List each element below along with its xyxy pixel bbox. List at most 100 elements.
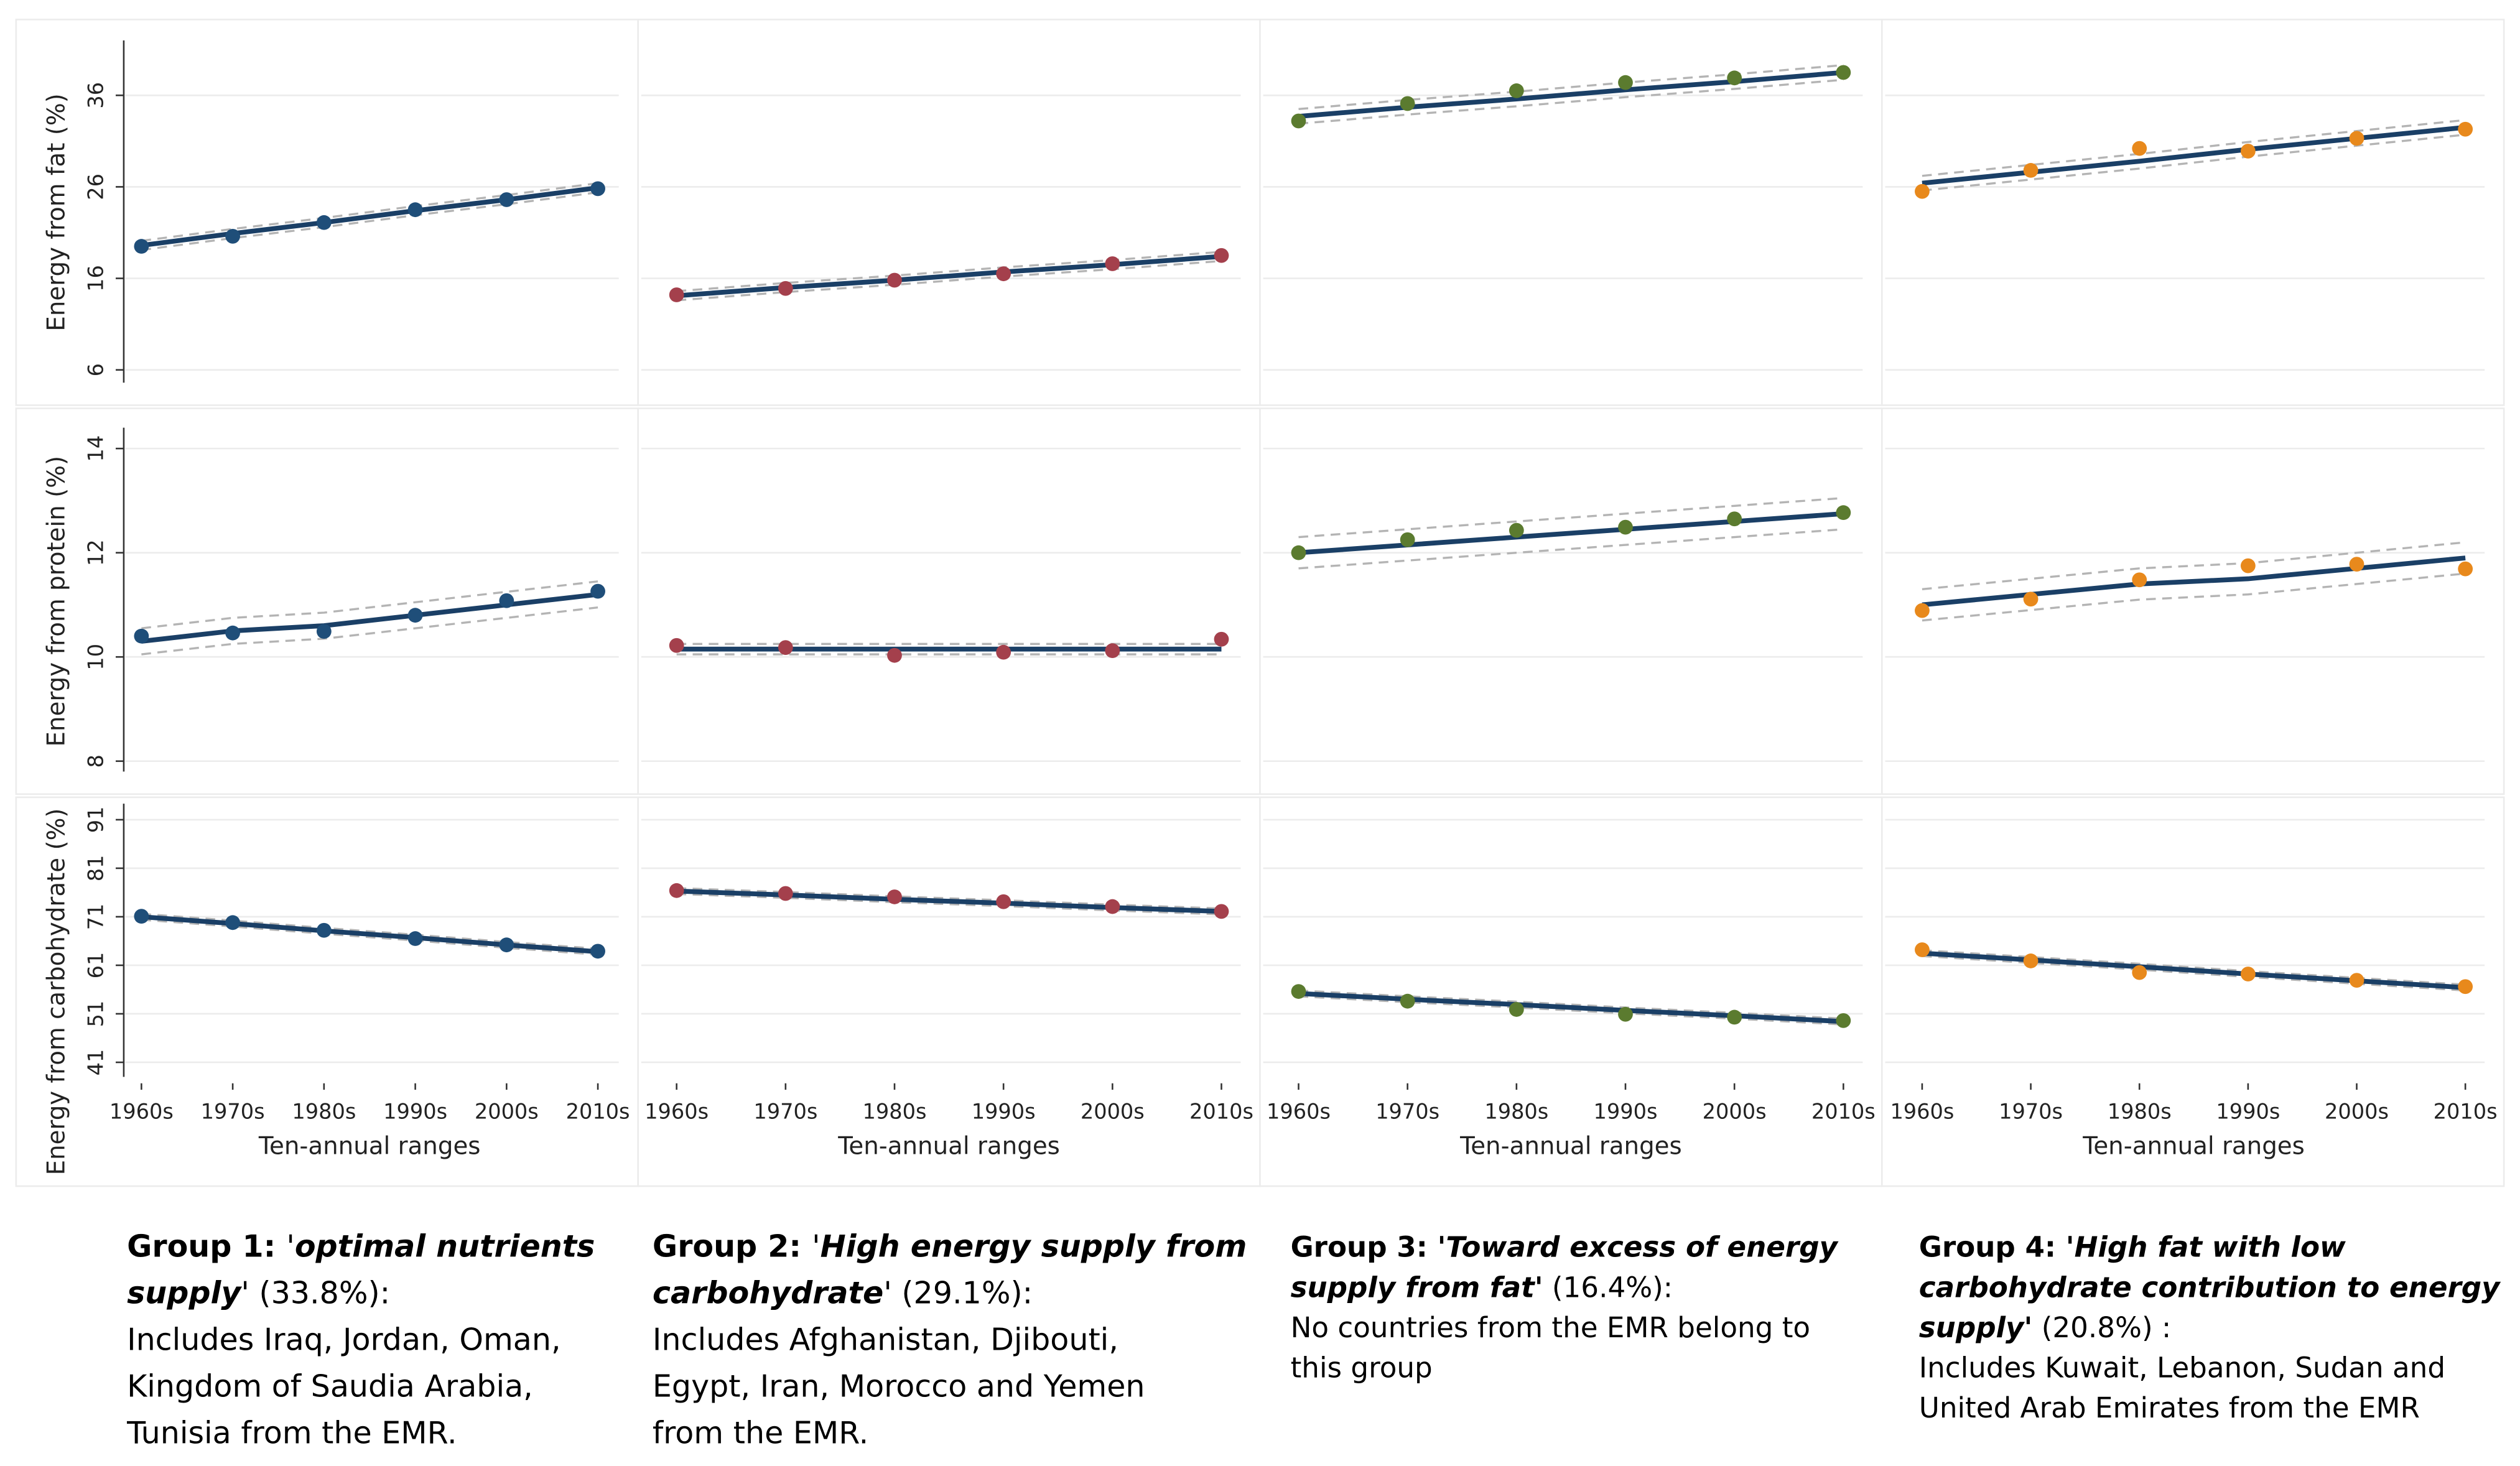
data-point	[2023, 953, 2039, 968]
caption-text: carbohydrate	[653, 1275, 883, 1311]
fit-line	[1298, 511, 1844, 555]
x-tick-label: 2010s	[566, 1100, 630, 1124]
ci-line	[676, 887, 1222, 910]
ci-line	[141, 606, 598, 656]
data-point	[1400, 993, 1415, 1009]
data-point	[996, 266, 1011, 282]
data-point	[887, 647, 902, 663]
ci-line	[676, 251, 1222, 292]
data-point	[590, 181, 605, 197]
caption-text: Egypt, Iran, Morocco and Yemen	[653, 1368, 1145, 1404]
data-point	[2458, 979, 2473, 995]
y-tick-label: 10	[83, 644, 108, 670]
caption-text: Includes Iraq, Jordan, Oman,	[127, 1322, 560, 1358]
data-point	[2458, 121, 2473, 137]
caption-line: carbohydrate' (29.1%):	[653, 1275, 1033, 1311]
caption-text: Includes Afghanistan, Djibouti,	[653, 1322, 1118, 1358]
caption-text: supply	[127, 1275, 242, 1311]
ci-line	[1298, 64, 1844, 111]
x-tick-label: 1980s	[292, 1100, 356, 1124]
data-point	[1915, 603, 1930, 618]
data-point	[1727, 1009, 1742, 1025]
data-point	[2349, 973, 2364, 988]
data-point	[1727, 511, 1742, 527]
x-axis-label: Ten-annual ranges	[2082, 1132, 2305, 1160]
y-tick-label: 61	[83, 952, 108, 979]
x-tick-label: 1980s	[863, 1100, 927, 1124]
y-tick-label: 36	[83, 82, 108, 109]
data-point	[2132, 141, 2147, 156]
data-point	[1836, 65, 1851, 80]
caption-text: Group 2:	[653, 1228, 812, 1264]
x-tick-label: 1990s	[972, 1100, 1036, 1124]
data-point	[499, 192, 514, 207]
data-point	[590, 944, 605, 959]
data-point	[225, 915, 240, 930]
x-tick-label: 1980s	[1484, 1100, 1548, 1124]
data-point	[1618, 1006, 1633, 1022]
x-tick-label: 1990s	[383, 1100, 447, 1124]
y-tick-label: 16	[83, 265, 108, 292]
fit-line	[1298, 991, 1844, 1024]
data-point	[2349, 131, 2364, 146]
data-point	[778, 640, 793, 656]
data-point	[2023, 592, 2039, 607]
x-tick-label: 1990s	[2216, 1100, 2280, 1124]
caption-line: supply from fat' (16.4%):	[1291, 1271, 1673, 1304]
data-point	[778, 281, 793, 296]
caption-line: Group 1: 'optimal nutrients	[127, 1228, 595, 1264]
data-point	[1727, 70, 1742, 86]
data-point	[996, 644, 1011, 660]
data-point	[778, 886, 793, 901]
data-point	[2240, 558, 2256, 573]
data-point	[669, 287, 684, 302]
caption-line: Includes Afghanistan, Djibouti,	[653, 1322, 1118, 1358]
data-point	[499, 937, 514, 953]
panel	[1881, 407, 2505, 795]
caption-text: ' (29.1%):	[883, 1275, 1033, 1311]
data-point	[1509, 1002, 1524, 1017]
data-point	[1509, 83, 1524, 98]
y-tick-label: 81	[83, 855, 108, 882]
data-point	[2240, 144, 2256, 159]
caption-text: Includes Kuwait, Lebanon, Sudan and	[1919, 1352, 2445, 1385]
data-point	[407, 202, 423, 218]
caption-line: Group 3: 'Toward excess of energy	[1291, 1231, 1839, 1264]
data-point	[407, 608, 423, 623]
data-point	[316, 624, 332, 639]
panel	[15, 796, 639, 1187]
x-tick-label: 2000s	[1081, 1100, 1145, 1124]
x-tick-label: 2010s	[1189, 1100, 1253, 1124]
x-tick-label: 2010s	[2434, 1100, 2498, 1124]
caption-line: Includes Kuwait, Lebanon, Sudan and	[1919, 1352, 2445, 1385]
data-point	[2132, 965, 2147, 980]
y-tick-label: 41	[83, 1049, 108, 1076]
caption-line: Group 4: 'High fat with low	[1919, 1231, 2346, 1264]
caption-text: (16.4%):	[1543, 1271, 1673, 1304]
x-axis-label: Ten-annual ranges	[837, 1132, 1060, 1160]
caption-line: United Arab Emirates from the EMR	[1919, 1391, 2420, 1424]
x-tick-label: 1970s	[753, 1100, 817, 1124]
fit-line	[1922, 555, 2466, 608]
fit-line	[676, 254, 1222, 299]
data-point	[1214, 904, 1229, 919]
x-tick-label: 1980s	[2108, 1100, 2172, 1124]
ci-line	[1922, 133, 2466, 192]
y-tick-label: 91	[83, 807, 108, 833]
ci-line	[1922, 955, 2466, 992]
caption-line: Egypt, Iran, Morocco and Yemen	[653, 1368, 1145, 1404]
data-point	[1618, 519, 1633, 535]
data-point	[996, 894, 1011, 909]
data-point	[1105, 256, 1120, 271]
panel	[15, 19, 639, 406]
ci-line	[1298, 497, 1844, 539]
y-tick-label: 26	[83, 174, 108, 200]
data-point	[1836, 505, 1851, 521]
ci-line	[1922, 949, 2466, 986]
caption-text: Group 4: '	[1919, 1231, 2075, 1264]
y-tick-label: 51	[83, 1001, 108, 1028]
x-tick-label: 1970s	[1375, 1100, 1439, 1124]
caption-text: (20.8%) :	[2032, 1311, 2171, 1344]
x-tick-label: 2010s	[1811, 1100, 1876, 1124]
data-point	[1291, 984, 1306, 999]
